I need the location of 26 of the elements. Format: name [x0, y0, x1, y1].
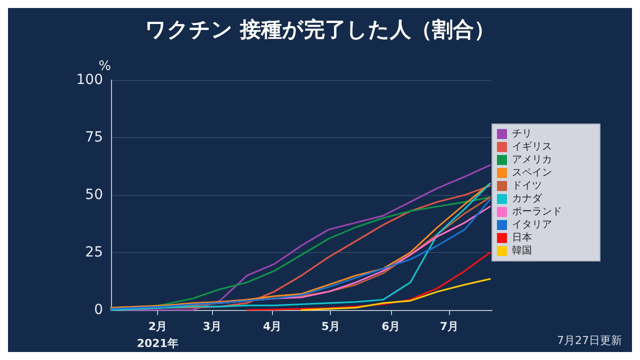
line-series [300, 278, 491, 311]
legend-label: カナダ [512, 192, 543, 204]
line-series [246, 252, 491, 311]
legend-label: アメリカ [512, 154, 552, 166]
legend-label: チリ [512, 128, 532, 140]
text: 7月27日更新 [557, 334, 622, 347]
legend-label: スペイン [512, 168, 552, 178]
x-tick-label: 2月 2021年 [136, 320, 178, 350]
x-tick-label: 4月 [263, 320, 282, 333]
legend-label: ドイツ [512, 180, 542, 192]
legend-label: イタリア [512, 220, 552, 230]
legend-label: ポーランド [512, 206, 562, 218]
chart-title: ワクチン 接種が完了した人（割合） [144, 18, 496, 42]
x-tick-label: 3月 [202, 320, 222, 333]
legend-label: 日本 [512, 232, 532, 244]
y-tick-label: 0 [94, 302, 103, 318]
x-tick-label: 7月 [440, 320, 459, 333]
legend-label: 韓国 [512, 244, 532, 256]
x-tick-label: 6月 [382, 320, 400, 333]
x-tick-label: 5月 [321, 320, 340, 333]
y-tick-label: 50 [85, 187, 103, 203]
y-tick-label: 25 [85, 244, 103, 260]
y-tick-label: 100 [76, 72, 103, 88]
y-tick-label: 75 [85, 130, 103, 146]
y-axis-title: % [98, 59, 111, 74]
legend-label: イギリス [512, 140, 552, 152]
